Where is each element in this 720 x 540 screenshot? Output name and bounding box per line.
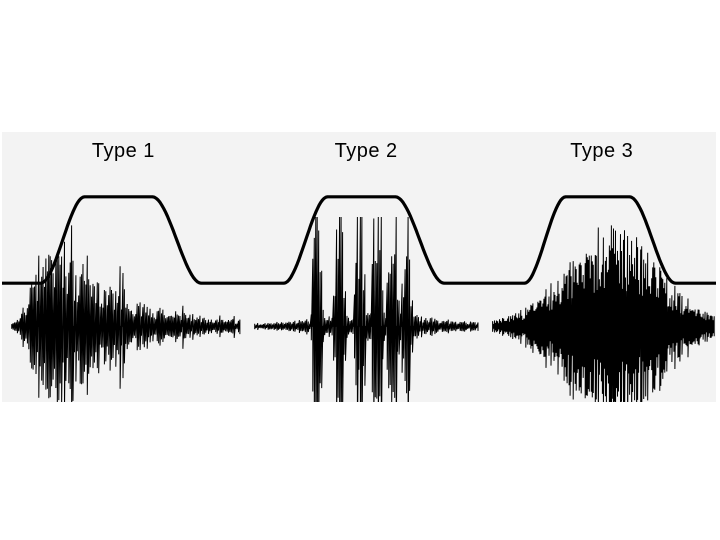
panel-svg-2 <box>245 132 488 402</box>
panel-svg-3 <box>488 132 716 402</box>
panel-svg-1 <box>2 132 245 402</box>
panel-label-1: Type 1 <box>2 140 245 163</box>
panel-1: Type 1 <box>2 132 245 402</box>
burst-waveform <box>492 225 714 402</box>
panel-label-2: Type 2 <box>245 140 488 163</box>
panel-2: Type 2 <box>245 132 488 402</box>
panel-label-3: Type 3 <box>488 140 716 163</box>
envelope-curve <box>245 197 488 283</box>
figure-region: Type 1Type 2Type 3 <box>2 132 716 402</box>
panel-3: Type 3 <box>488 132 716 402</box>
burst-waveform <box>254 217 477 402</box>
burst-waveform <box>12 225 240 402</box>
